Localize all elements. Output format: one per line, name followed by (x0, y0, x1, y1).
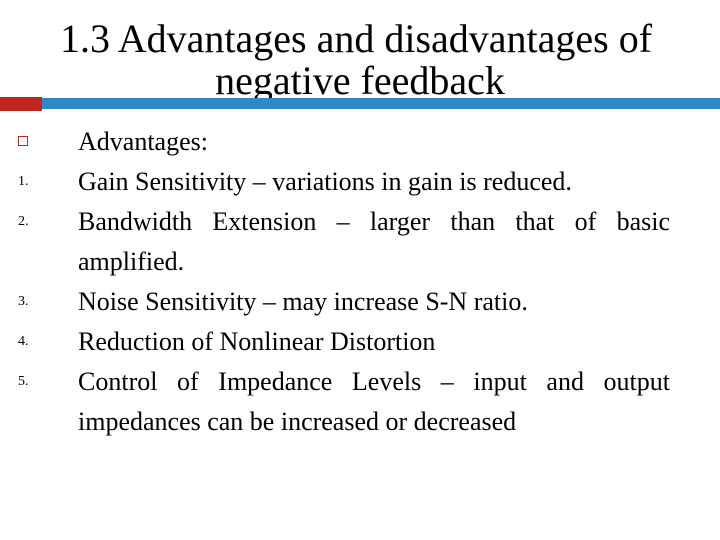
list-item-number: 2. (18, 214, 29, 229)
list-item-number: 3. (18, 294, 29, 309)
list-item: 1. Gain Sensitivity – variations in gain… (0, 162, 720, 202)
list-item: 4. Reduction of Nonlinear Distortion (0, 322, 720, 362)
list-item: 5. Control of Impedance Levels – input a… (0, 362, 720, 442)
list-item-number: 4. (18, 334, 29, 349)
square-bullet-icon (18, 136, 28, 146)
list-item-text: Gain Sensitivity – variations in gain is… (78, 167, 572, 196)
slide-title: 1.3 Advantages and disadvantages of nega… (0, 18, 712, 102)
list-item: 2. Bandwidth Extension – larger than tha… (0, 202, 720, 282)
title-rule-red (0, 97, 42, 111)
list-item-text: Bandwidth Extension – larger than that o… (78, 207, 670, 276)
advantages-heading: Advantages: (78, 127, 208, 156)
slide-body: Advantages: 1. Gain Sensitivity – variat… (0, 122, 720, 442)
list-item-text: Noise Sensitivity – may increase S-N rat… (78, 287, 528, 316)
list-item-number: 1. (18, 174, 29, 189)
list-item: 3. Noise Sensitivity – may increase S-N … (0, 282, 720, 322)
slide-title-line-1: 1.3 Advantages and disadvantages of (59, 16, 653, 61)
list-item-text: Control of Impedance Levels – input and … (78, 367, 670, 436)
list-item-number: 5. (18, 374, 29, 389)
title-rule-blue (42, 98, 720, 109)
advantages-heading-row: Advantages: (0, 122, 720, 162)
advantages-list: 1. Gain Sensitivity – variations in gain… (0, 162, 720, 442)
list-item-text: Reduction of Nonlinear Distortion (78, 327, 436, 356)
slide-title-line-2: negative feedback (215, 58, 505, 103)
